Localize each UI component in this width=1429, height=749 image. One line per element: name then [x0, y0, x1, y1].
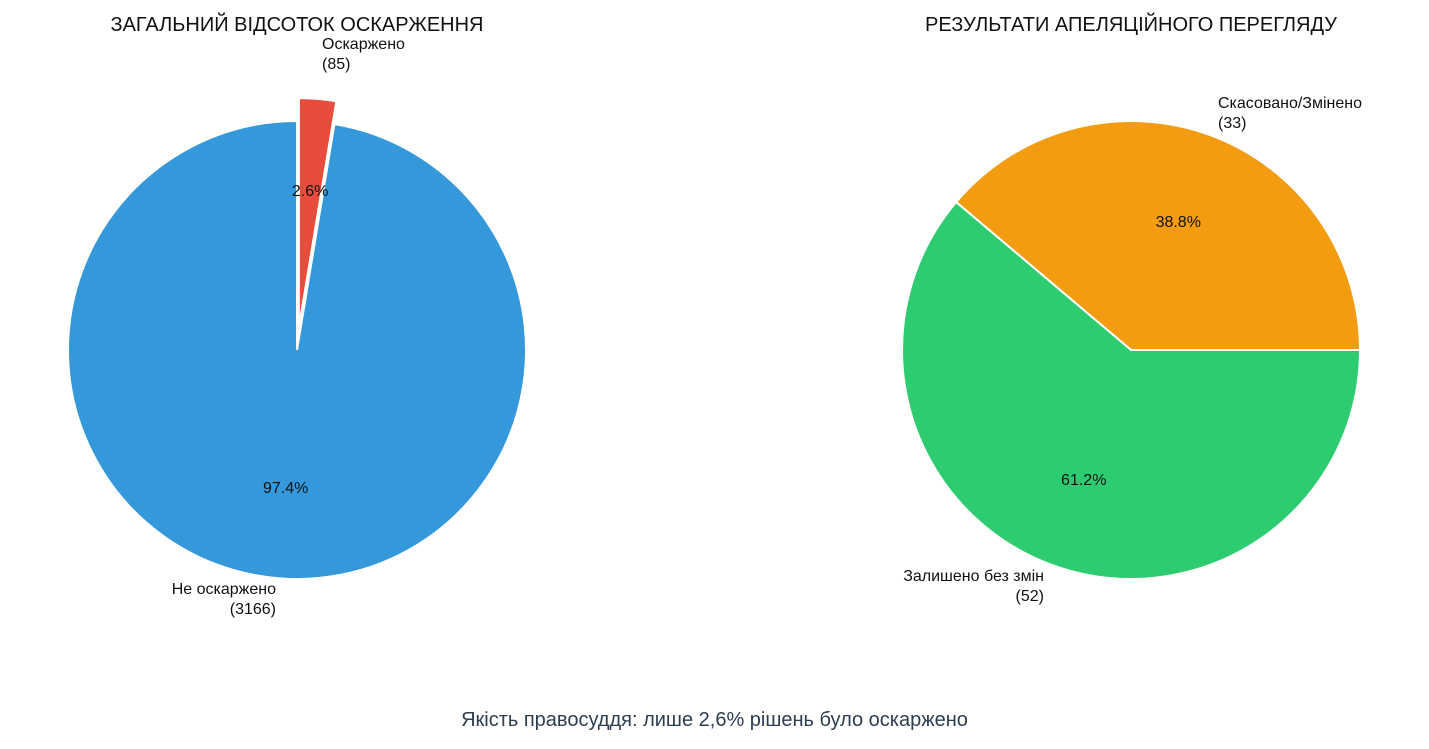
- slice-name-label: Не оскаржено: [172, 581, 276, 598]
- slice-count-label: (3166): [230, 601, 276, 618]
- slice-percent-label: 97.4%: [263, 480, 308, 497]
- pie-slice-2-2: [901, 200, 1362, 580]
- pie-slice-1-1: [67, 119, 527, 580]
- slice-count-label: (52): [1016, 588, 1044, 605]
- slice-count-label: (33): [1218, 115, 1246, 132]
- slice-count-label: (85): [322, 56, 350, 73]
- slice-name-label: Залишено без змін: [903, 568, 1044, 585]
- pie-slice-1-2: [297, 97, 338, 328]
- pie-slice-2-1: [954, 120, 1362, 351]
- appeal-rate-chart-title: ЗАГАЛЬНИЙ ВІДСОТОК ОСКАРЖЕННЯ: [110, 12, 483, 36]
- slice-percent-label: 38.8%: [1156, 214, 1201, 231]
- appeal-results-pie-chart: РЕЗУЛЬТАТИ АПЕЛЯЦІЙНОГО ПЕРЕГЛЯДУ 38.8% С…: [901, 12, 1362, 605]
- summary-caption: Якість правосуддя: лише 2,6% рішень було…: [461, 709, 968, 731]
- slice-percent-label: 61.2%: [1061, 472, 1106, 489]
- appeal-rate-pie-chart: ЗАГАЛЬНИЙ ВІДСОТОК ОСКАРЖЕННЯ 97.4% Не ос…: [67, 12, 527, 618]
- slice-name-label: Оскаржено: [322, 36, 405, 53]
- appeal-results-chart-title: РЕЗУЛЬТАТИ АПЕЛЯЦІЙНОГО ПЕРЕГЛЯДУ: [925, 12, 1337, 36]
- slice-percent-label: 2.6%: [292, 183, 328, 200]
- slice-name-label: Скасовано/Змінено: [1218, 95, 1362, 112]
